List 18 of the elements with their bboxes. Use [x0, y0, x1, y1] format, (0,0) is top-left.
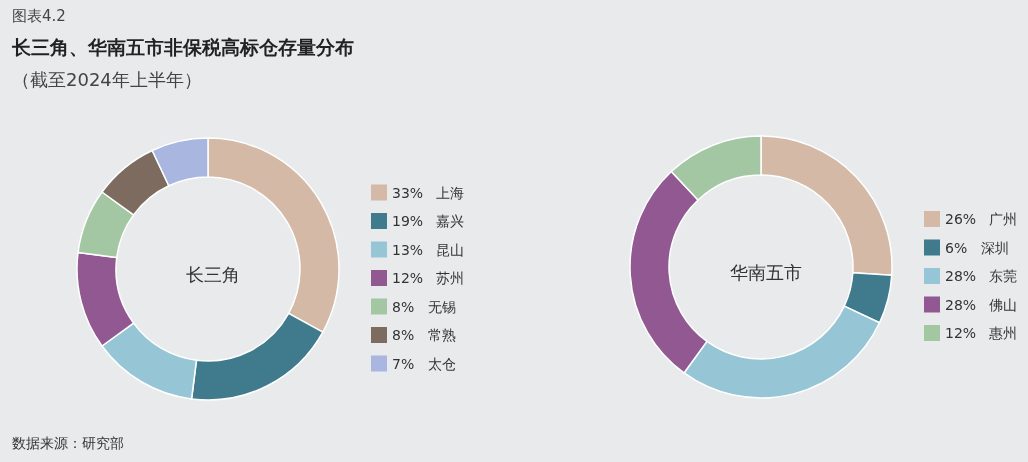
legend-label: 13% 昆山	[392, 241, 465, 258]
legend-label: 8% 无锡	[392, 298, 456, 315]
legend-label: 12% 苏州	[392, 270, 465, 286]
legend-label: 7% 太仓	[392, 355, 456, 372]
legend-label: 26% 广州	[945, 211, 1018, 227]
text: 图表4.2	[12, 7, 66, 26]
legend-label: 12% 惠州	[945, 325, 1018, 341]
legend-label: 28% 佛山	[945, 296, 1018, 313]
text: 华南五市	[730, 261, 802, 283]
legend-label: 28% 东莞	[945, 268, 1018, 284]
legend-label: 33% 上海	[392, 184, 465, 201]
text: 长三角、华南五市非保税高标仓存量分布	[12, 35, 354, 60]
legend-label: 6% 深圳	[945, 239, 1009, 256]
source-note: 数据来源：研究部	[12, 435, 124, 453]
text: 长三角	[186, 263, 240, 285]
legend-label: 8% 常熟	[392, 327, 456, 343]
text: （截至2024年上半年）	[12, 68, 202, 92]
legend-label: 19% 嘉兴	[392, 213, 465, 229]
